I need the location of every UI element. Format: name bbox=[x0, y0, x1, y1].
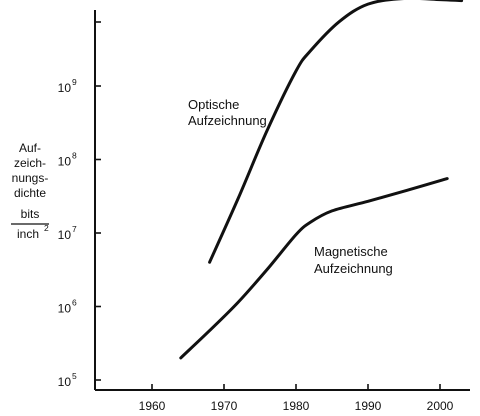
y-label-line-3: nungs- bbox=[12, 171, 49, 185]
y-tick-label-exp-1: 6 bbox=[72, 298, 77, 308]
annotation-optische-line-2: Aufzeichnung bbox=[188, 113, 267, 128]
y-tick-label-exp-3: 8 bbox=[72, 151, 77, 161]
y-label-denominator: inch bbox=[17, 227, 39, 241]
x-tick-label-1970: 1970 bbox=[211, 399, 238, 413]
y-tick-label-base-1: 10 bbox=[58, 302, 72, 316]
y-tick-label-base-3: 10 bbox=[58, 155, 72, 169]
annotation-magnetische: Magnetische Aufzeichnung bbox=[314, 244, 393, 276]
y-axis-label: Auf- zeich- nungs- dichte bits inch 2 bbox=[11, 141, 49, 241]
y-label-line-1: Auf- bbox=[19, 141, 41, 155]
y-tick-label-exp-2: 7 bbox=[72, 224, 77, 234]
x-tick-label-1960: 1960 bbox=[139, 399, 166, 413]
y-tick-label-base-4: 10 bbox=[58, 81, 72, 95]
annotation-magnetische-line-1: Magnetische bbox=[314, 244, 388, 259]
y-label-line-4: dichte bbox=[14, 186, 46, 200]
y-tick-label-exp-0: 5 bbox=[72, 371, 77, 381]
annotation-optische-line-1: Optische bbox=[188, 97, 239, 112]
annotation-optische: Optische Aufzeichnung bbox=[188, 97, 267, 128]
x-tick-label-1980: 1980 bbox=[283, 399, 310, 413]
y-label-numerator: bits bbox=[21, 207, 40, 221]
x-ticks: 1960 1970 1980 1990 2000 bbox=[139, 384, 454, 413]
y-label-line-2: zeich- bbox=[14, 156, 46, 170]
y-label-denominator-exponent: 2 bbox=[44, 223, 49, 233]
y-tick-label-base-2: 10 bbox=[58, 228, 72, 242]
y-tick-label-base-0: 10 bbox=[58, 375, 72, 389]
series-magnetische-line bbox=[179, 177, 449, 360]
annotation-magnetische-line-2: Aufzeichnung bbox=[314, 261, 393, 276]
x-tick-label-1990: 1990 bbox=[355, 399, 382, 413]
y-tick-label-exp-4: 9 bbox=[72, 77, 77, 87]
x-tick-label-2000: 2000 bbox=[427, 399, 454, 413]
series-optische-line bbox=[208, 0, 464, 264]
